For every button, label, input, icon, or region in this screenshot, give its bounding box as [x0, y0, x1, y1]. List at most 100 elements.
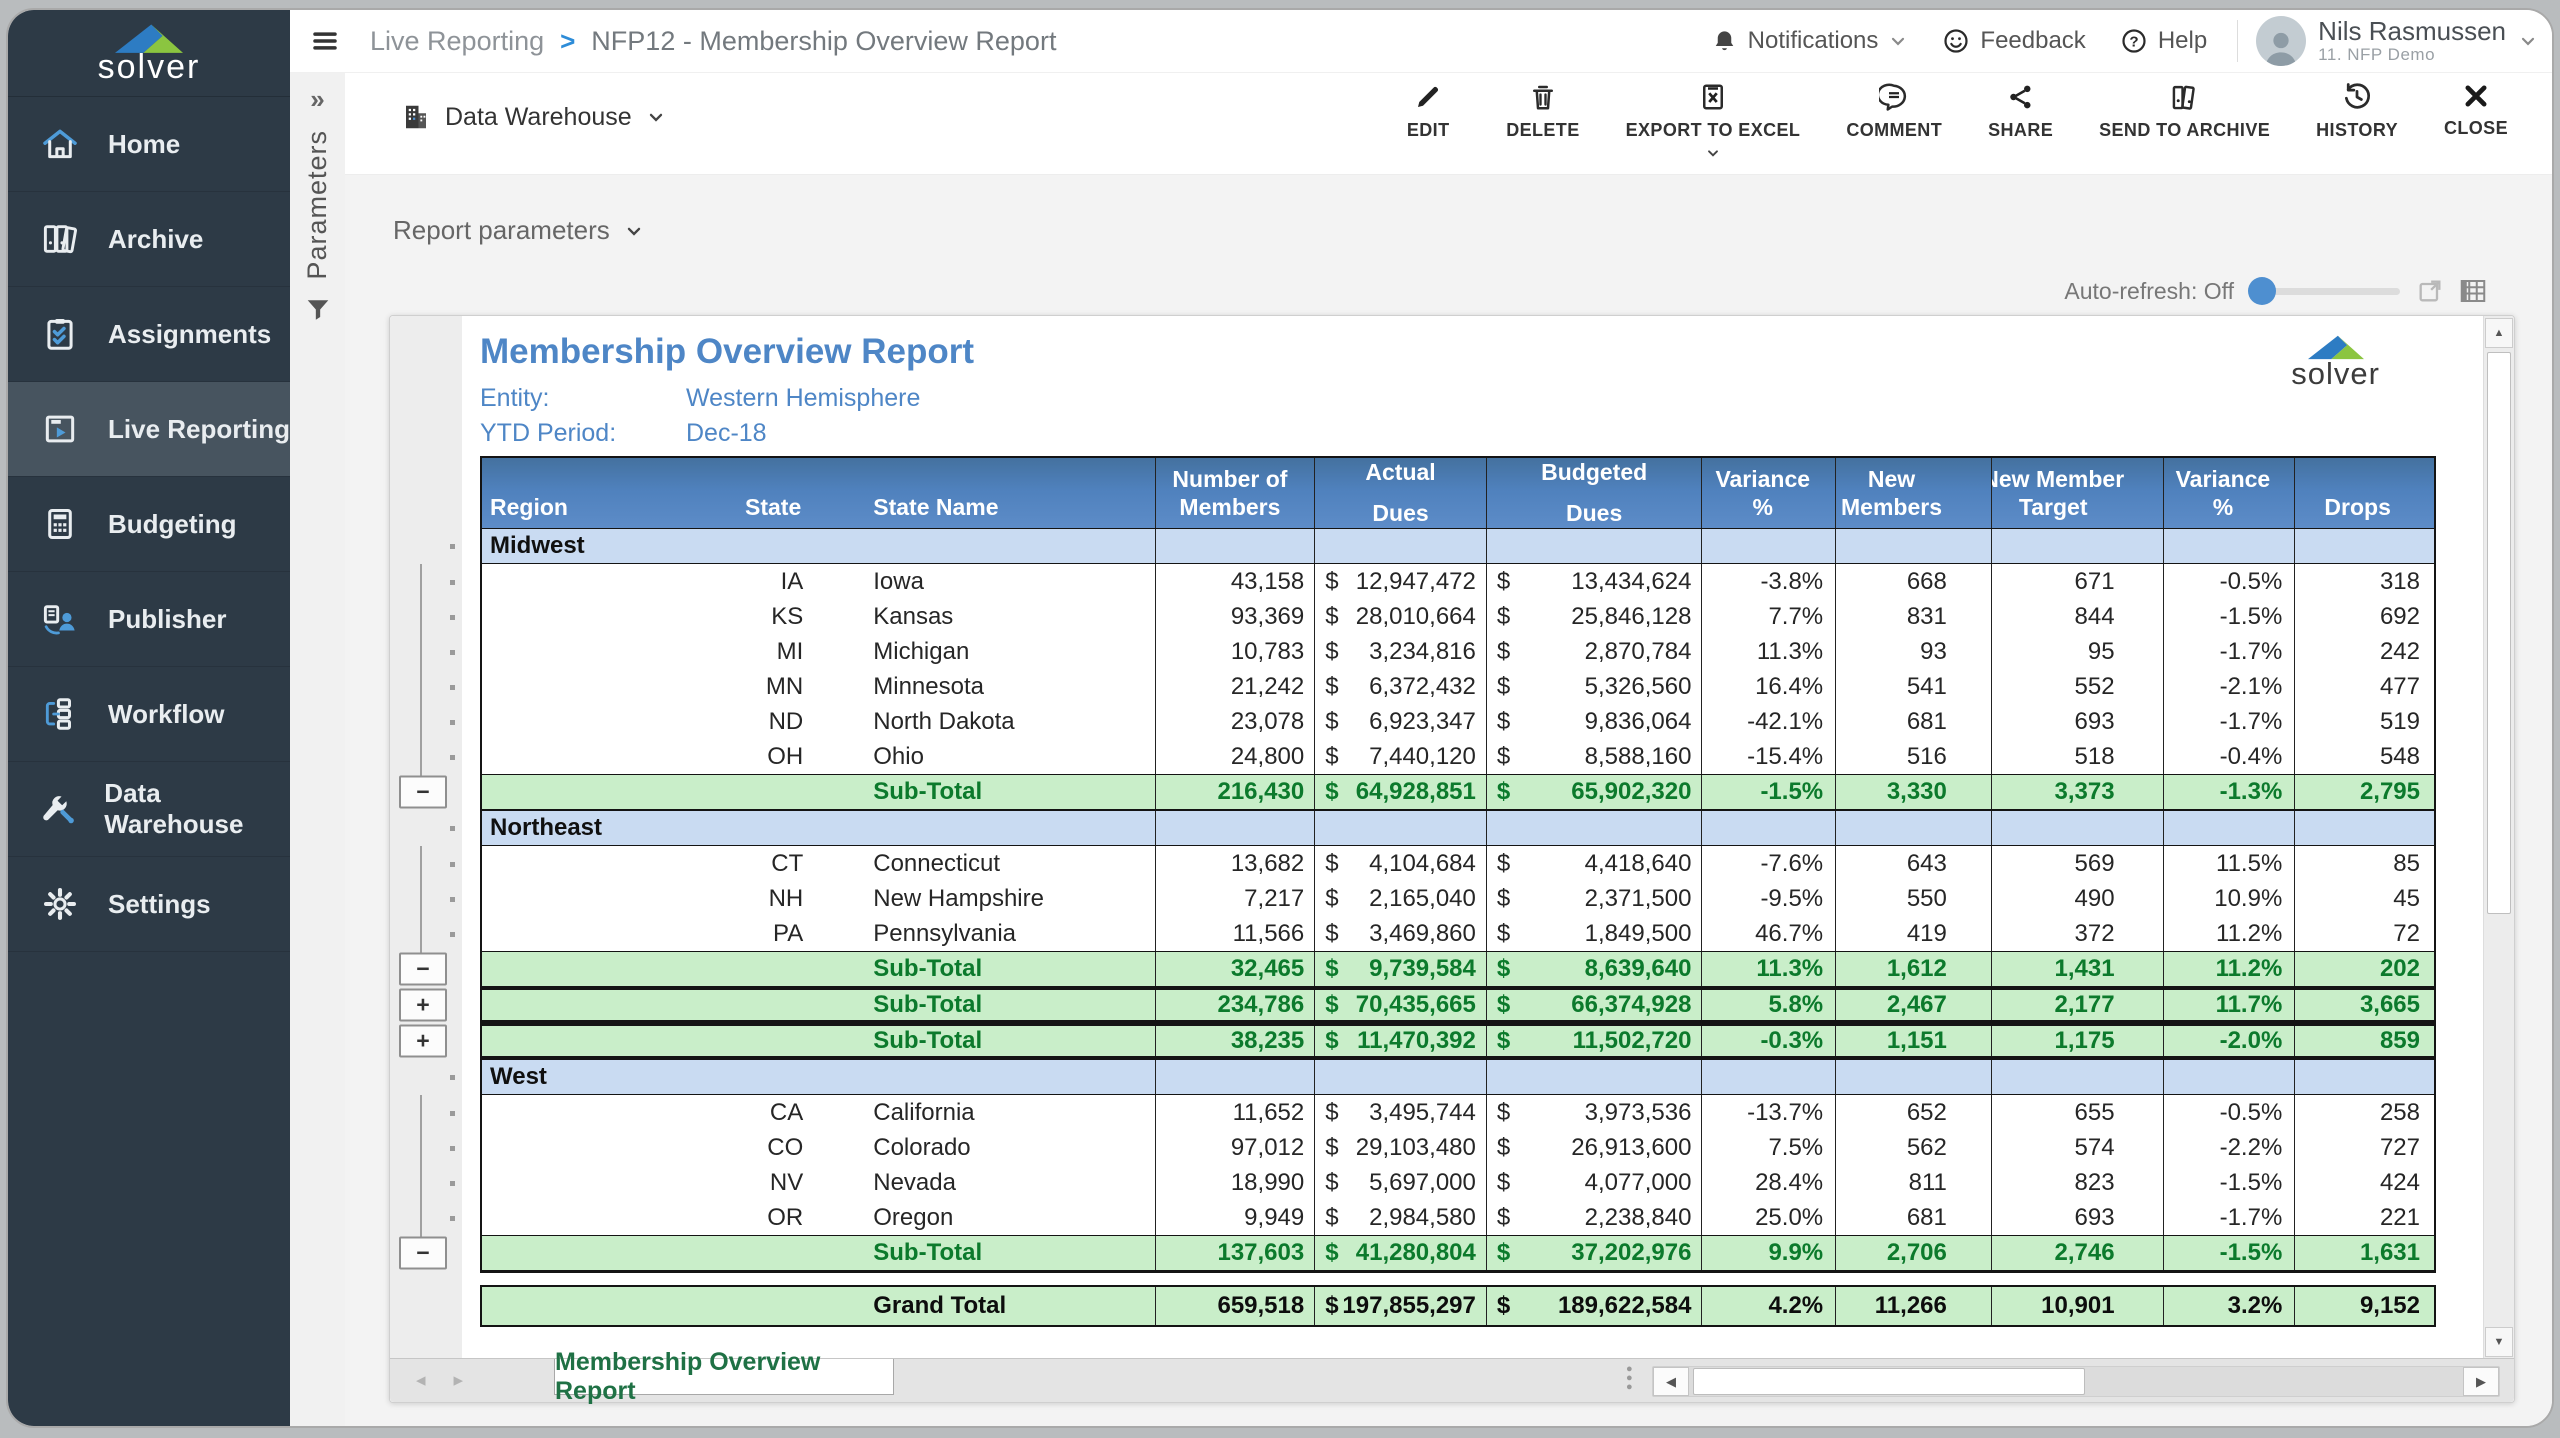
- column-header-number-of-members: Number of Members: [1154, 458, 1315, 528]
- sidebar-item-publisher[interactable]: Publisher: [8, 572, 290, 667]
- report-canvas: Membership Overview Report Entity: Weste…: [462, 316, 2484, 1359]
- table-cell: Nevada: [873, 1168, 956, 1196]
- sidebar-item-data-warehouse[interactable]: Data Warehouse: [8, 762, 290, 857]
- notifications-menu[interactable]: Notifications: [1699, 27, 1921, 55]
- auto-refresh-slider[interactable]: [2248, 277, 2400, 305]
- open-new-window-icon[interactable]: [2416, 277, 2444, 305]
- user-menu[interactable]: Nils Rasmussen 11. NFP Demo: [2256, 16, 2538, 66]
- app-logo[interactable]: solver: [8, 10, 290, 97]
- toolbar-action-close[interactable]: CLOSE: [2444, 82, 2508, 161]
- toolbar-action-comment[interactable]: COMMENT: [1846, 82, 1942, 161]
- table-cell: 2,746: [1990, 1236, 2163, 1270]
- scroll-up-icon[interactable]: ▲: [2485, 318, 2513, 348]
- slider-knob[interactable]: [2248, 277, 2276, 305]
- toolbar-action-delete[interactable]: DELETE: [1506, 82, 1579, 161]
- toolbar-action-share[interactable]: SHARE: [1988, 82, 2053, 161]
- table-cell: $8,588,160: [1485, 739, 1702, 774]
- table-cell: 518: [1990, 739, 2163, 774]
- toolbar-action-history[interactable]: HISTORY: [2316, 82, 2398, 161]
- table-cell: $2,984,580: [1314, 1200, 1486, 1235]
- scroll-left-icon[interactable]: ◀: [1653, 1367, 1689, 1396]
- table-cell: $5,697,000: [1314, 1165, 1486, 1200]
- tab-scroll-splitter[interactable]: ● ● ●: [1626, 1363, 1633, 1393]
- table-cell: [703, 952, 815, 986]
- horizontal-scrollbar[interactable]: ◀ ▶: [1652, 1366, 2500, 1397]
- vertical-scroll-thumb[interactable]: [2487, 352, 2511, 914]
- sidebar-item-workflow[interactable]: Workflow: [8, 667, 290, 762]
- gutter-group-control: +: [390, 1023, 462, 1059]
- sidebar-item-assignments[interactable]: Assignments: [8, 287, 290, 382]
- scroll-right-icon[interactable]: ▶: [2463, 1367, 2499, 1396]
- help-button[interactable]: ? Help: [2108, 27, 2219, 55]
- table-cell: [703, 1236, 815, 1270]
- table-row: MI Michigan 10,783 $3,234,816 $2,870,784 11.3…: [482, 634, 2434, 669]
- toolbar-action-edit[interactable]: EDIT: [1396, 82, 1460, 161]
- sidebar-item-archive[interactable]: Archive: [8, 192, 290, 287]
- table-cell: 552: [1990, 669, 2163, 704]
- table-cell: 137,603: [1154, 1236, 1315, 1270]
- table-cell: West: [490, 1063, 547, 1090]
- grid-view-icon[interactable]: [2458, 277, 2488, 305]
- table-cell: $4,104,684: [1314, 846, 1486, 881]
- parameters-panel-collapsed[interactable]: » Parameters: [290, 72, 346, 1426]
- table-cell: 9,152: [2294, 1287, 2434, 1325]
- sidebar-item-settings[interactable]: Settings: [8, 857, 290, 952]
- table-cell: -7.6%: [1701, 846, 1835, 881]
- report-parameters-toggle[interactable]: Report parameters: [393, 215, 644, 246]
- data-warehouse-selector[interactable]: Data Warehouse: [401, 102, 666, 132]
- breadcrumb-live-reporting[interactable]: Live Reporting: [370, 25, 545, 56]
- scroll-down-icon[interactable]: ▼: [2485, 1327, 2513, 1357]
- table-cell: 2,177: [1990, 990, 2163, 1020]
- tab-next-icon[interactable]: ▸: [453, 1370, 464, 1391]
- sidebar-item-label: Publisher: [108, 603, 227, 634]
- table-cell: -1.7%: [2162, 1200, 2295, 1235]
- table-cell: 2,467: [1835, 990, 1991, 1020]
- table-cell: [2162, 1060, 2295, 1094]
- table-cell: [482, 846, 703, 881]
- table-cell: CA: [769, 1098, 804, 1126]
- subtotal-row: Sub-Total 38,235 $11,470,392 $11,502,720 -0.…: [482, 1023, 2434, 1059]
- vertical-scrollbar[interactable]: ▲ ▼: [2483, 316, 2514, 1359]
- region-row-west: West: [482, 1059, 2434, 1095]
- expand-group-button[interactable]: +: [399, 988, 447, 1022]
- sidebar-item-live-reporting[interactable]: Live Reporting: [8, 382, 290, 477]
- table-cell: 419: [1835, 916, 1991, 951]
- horizontal-scroll-thumb[interactable]: [1693, 1368, 2085, 1395]
- gutter-row: [390, 810, 462, 846]
- sidebar-item-budgeting[interactable]: Budgeting: [8, 477, 290, 572]
- toolbar-action-send-to-archive[interactable]: SEND TO ARCHIVE: [2099, 82, 2270, 161]
- content-area: Report parameters Auto-refresh: Off − − + +…: [345, 175, 2552, 1426]
- menu-toggle-icon[interactable]: [310, 26, 340, 56]
- table-cell: CT: [771, 849, 804, 877]
- table-cell: 562: [1835, 1130, 1991, 1165]
- table-cell: [703, 1026, 815, 1056]
- send-archive-icon: [2169, 82, 2201, 112]
- table-gap: [480, 1273, 2436, 1285]
- collapse-group-button[interactable]: −: [399, 1236, 447, 1270]
- breadcrumb-separator: >: [560, 25, 576, 56]
- table-cell: Kansas: [873, 602, 954, 630]
- table-cell: -2.1%: [2162, 669, 2295, 704]
- gutter-group-control: −: [390, 951, 462, 987]
- auto-refresh-control: Auto-refresh: Off: [2064, 277, 2488, 305]
- table-row: KS Kansas 93,369 $28,010,664 $25,846,128 7.7%…: [482, 599, 2434, 634]
- toolbar-actions: EDIT DELETE EXPORT TO EXCEL COMMENT SHARE SEN…: [1396, 82, 2508, 161]
- toolbar-action-label: DELETE: [1506, 120, 1580, 140]
- collapse-group-button[interactable]: −: [399, 952, 447, 986]
- sidebar-item-home[interactable]: Home: [8, 97, 290, 192]
- collapse-group-button[interactable]: −: [399, 775, 447, 809]
- table-cell: NH: [768, 884, 804, 912]
- feedback-button[interactable]: Feedback: [1930, 27, 2097, 55]
- parameters-panel-label: Parameters: [302, 130, 332, 280]
- expand-group-button[interactable]: +: [399, 1024, 447, 1058]
- tab-prev-icon[interactable]: ◂: [416, 1370, 426, 1391]
- sheet-tab-active[interactable]: Membership Overview Report: [554, 1348, 894, 1405]
- table-cell: [2294, 811, 2434, 845]
- toolbar-action-export-to-excel[interactable]: EXPORT TO EXCEL: [1626, 82, 1801, 161]
- table-cell: $25,846,128: [1485, 599, 1702, 634]
- table-cell: [2294, 529, 2434, 563]
- table-cell: $13,434,624: [1485, 564, 1702, 599]
- expand-parameters-icon[interactable]: »: [310, 84, 325, 114]
- table-cell: MI: [776, 637, 804, 665]
- table-row: CO Colorado 97,012 $29,103,480 $26,913,600 7.…: [482, 1130, 2434, 1165]
